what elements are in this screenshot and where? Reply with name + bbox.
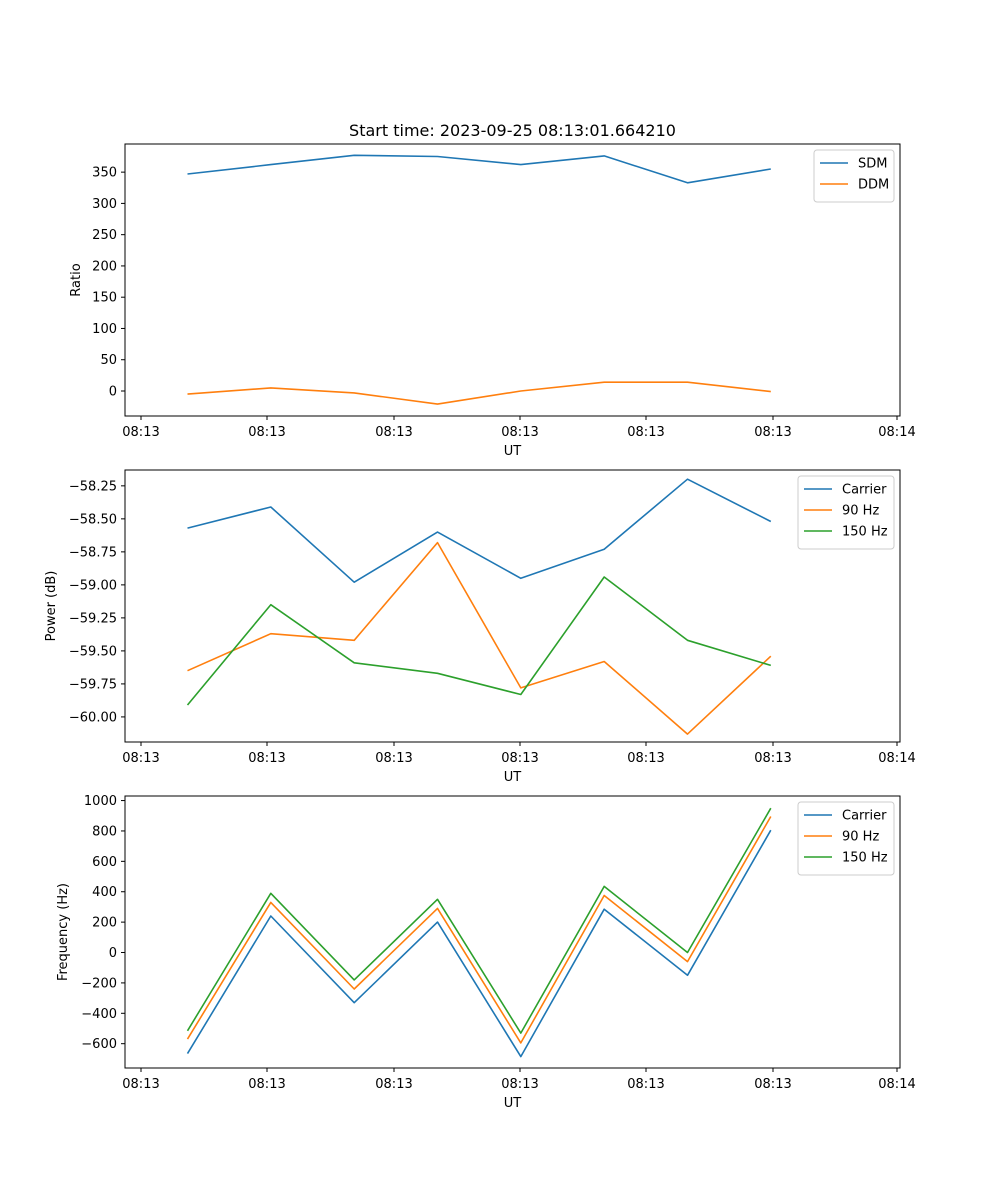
x-tick-label: 08:13 (754, 425, 791, 440)
y-tick-label: 350 (92, 166, 117, 181)
x-tick-label: 08:13 (501, 425, 538, 440)
y-axis-label: Ratio (69, 263, 84, 296)
axes-frame-2 (124, 469, 901, 743)
y-tick-label: 0 (109, 946, 117, 961)
series-line-90-hz (187, 541, 772, 735)
series-line-150-hz (186, 576, 772, 706)
y-tick-label: −600 (81, 1037, 117, 1052)
y-tick-label: −200 (81, 976, 117, 991)
y-tick-label: 50 (100, 353, 117, 368)
y-tick-label: −58.50 (69, 512, 117, 527)
x-tick-label: 08:13 (248, 425, 285, 440)
y-tick-label: 100 (92, 322, 117, 337)
y-tick-label: −400 (81, 1007, 117, 1022)
x-tick-label: 08:13 (122, 1077, 159, 1092)
y-tick-label: −59.25 (69, 611, 117, 626)
y-tick-label: −59.00 (69, 578, 117, 593)
x-tick-label: 08:13 (627, 425, 664, 440)
axes-frame-1 (124, 143, 901, 417)
x-tick-label: 08:13 (754, 751, 791, 766)
x-tick-label: 08:13 (375, 425, 412, 440)
x-tick-label: 08:13 (501, 1077, 538, 1092)
y-tick-label: 250 (92, 228, 117, 243)
x-tick-label: 08:13 (627, 1077, 664, 1092)
x-tick-label: 08:13 (375, 1077, 412, 1092)
x-tick-label: 08:13 (375, 751, 412, 766)
x-tick-label: 08:13 (754, 1077, 791, 1092)
y-tick-label: −59.50 (69, 644, 117, 659)
series-line-90-hz (186, 816, 772, 1044)
legend-label: Carrier (842, 483, 887, 498)
y-tick-label: 200 (92, 259, 117, 274)
x-tick-label: 08:13 (627, 751, 664, 766)
chart-panel-1: 0 50 100 150 200 250 300 350 08:13 08:13 08:13 08:1… (69, 143, 916, 459)
legend-label: DDM (858, 178, 889, 193)
y-tick-label: −60.00 (69, 710, 117, 725)
legend-label: 150 Hz (842, 525, 888, 540)
legend-label: Carrier (842, 809, 887, 824)
x-tick-label: 08:13 (248, 1077, 285, 1092)
x-tick-label: 08:13 (122, 751, 159, 766)
axes-frame-3 (124, 795, 901, 1069)
x-tick-label: 08:13 (248, 751, 285, 766)
series-line-carrier (187, 478, 772, 584)
y-tick-label: 300 (92, 197, 117, 212)
y-axis-label: Power (dB) (44, 571, 59, 642)
y-axis-label: Frequency (Hz) (56, 883, 71, 981)
legend-label: SDM (858, 157, 887, 172)
plots-container: 0 50 100 150 200 250 300 350 08:13 08:13 08:13 08:1… (44, 143, 916, 1111)
y-tick-label: 200 (92, 916, 117, 931)
y-tick-label: −59.75 (69, 677, 117, 692)
series-line-ddm (187, 381, 771, 405)
legend-label: 90 Hz (842, 504, 879, 519)
chart-panel-2: −60.00 −59.75 −59.50 −59.25 −59.00 −58.75 −58.… (44, 469, 916, 785)
legend-label: 90 Hz (842, 830, 879, 845)
y-tick-label: −58.75 (69, 545, 117, 560)
x-tick-label: 08:14 (878, 425, 915, 440)
x-tick-label: 08:14 (878, 1077, 915, 1092)
y-tick-label: 0 (109, 384, 117, 399)
y-tick-label: 1000 (84, 794, 117, 809)
y-tick-label: −58.25 (69, 479, 117, 494)
figure-title: Start time: 2023-09-25 08:13:01.664210 (349, 121, 676, 140)
x-tick-label: 08:13 (501, 751, 538, 766)
x-axis-label: UT (504, 1096, 522, 1111)
y-tick-label: 800 (92, 824, 117, 839)
x-tick-label: 08:13 (122, 425, 159, 440)
legend-label: 150 Hz (842, 851, 888, 866)
x-axis-label: UT (504, 444, 522, 459)
series-line-sdm (187, 154, 771, 184)
series-line-carrier (186, 829, 772, 1058)
y-tick-label: 400 (92, 885, 117, 900)
chart-panel-3: −600 −400 −200 0 200 400 600 800 1000 08:13 08:13 0… (56, 794, 916, 1111)
y-tick-label: 600 (92, 855, 117, 870)
y-tick-label: 150 (92, 291, 117, 306)
x-tick-label: 08:14 (878, 751, 915, 766)
x-axis-label: UT (504, 770, 522, 785)
series-line-150-hz (186, 807, 772, 1034)
